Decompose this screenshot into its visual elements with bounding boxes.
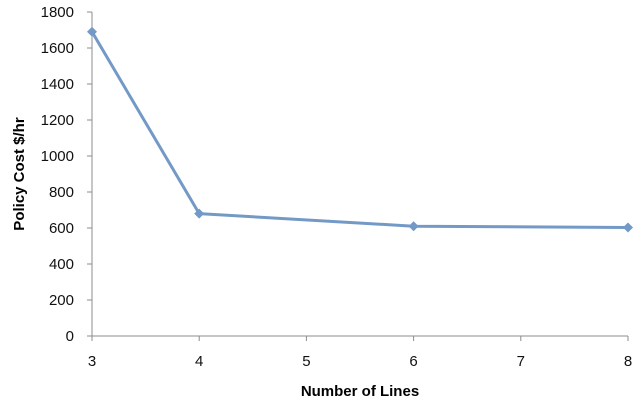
series-line — [90, 31, 629, 229]
x-axis-title: Number of Lines — [301, 383, 419, 400]
y-tick-label: 400 — [49, 256, 74, 273]
y-tick-label: 1800 — [41, 4, 74, 21]
x-axis-ticks: 3 4 5 6 7 8 — [88, 336, 632, 370]
data-point-marker — [194, 208, 205, 219]
data-point-marker — [623, 222, 633, 233]
data-point-marker — [408, 221, 419, 232]
x-tick-label: 8 — [624, 353, 632, 370]
series-layer — [87, 26, 633, 233]
y-tick-label: 1000 — [41, 148, 74, 165]
y-axis-ticks: 0 200 400 600 800 1000 1200 1400 1600 1800 — [41, 4, 92, 345]
y-tick-label: 1400 — [41, 76, 74, 93]
x-tick-label: 3 — [88, 353, 96, 370]
y-tick-label: 1200 — [41, 112, 74, 129]
x-tick-label: 6 — [409, 353, 417, 370]
y-tick-label: 600 — [49, 220, 74, 237]
x-tick-label: 4 — [195, 353, 203, 370]
y-tick-label: 1600 — [41, 40, 74, 57]
y-tick-label: 200 — [49, 292, 74, 309]
y-tick-label: 0 — [66, 328, 74, 345]
axes — [91, 12, 628, 337]
x-tick-label: 5 — [302, 353, 310, 370]
data-point-marker — [87, 26, 97, 37]
y-tick-label: 800 — [49, 184, 74, 201]
y-axis-title: Policy Cost $/hr — [11, 117, 28, 231]
x-tick-label: 7 — [517, 353, 525, 370]
